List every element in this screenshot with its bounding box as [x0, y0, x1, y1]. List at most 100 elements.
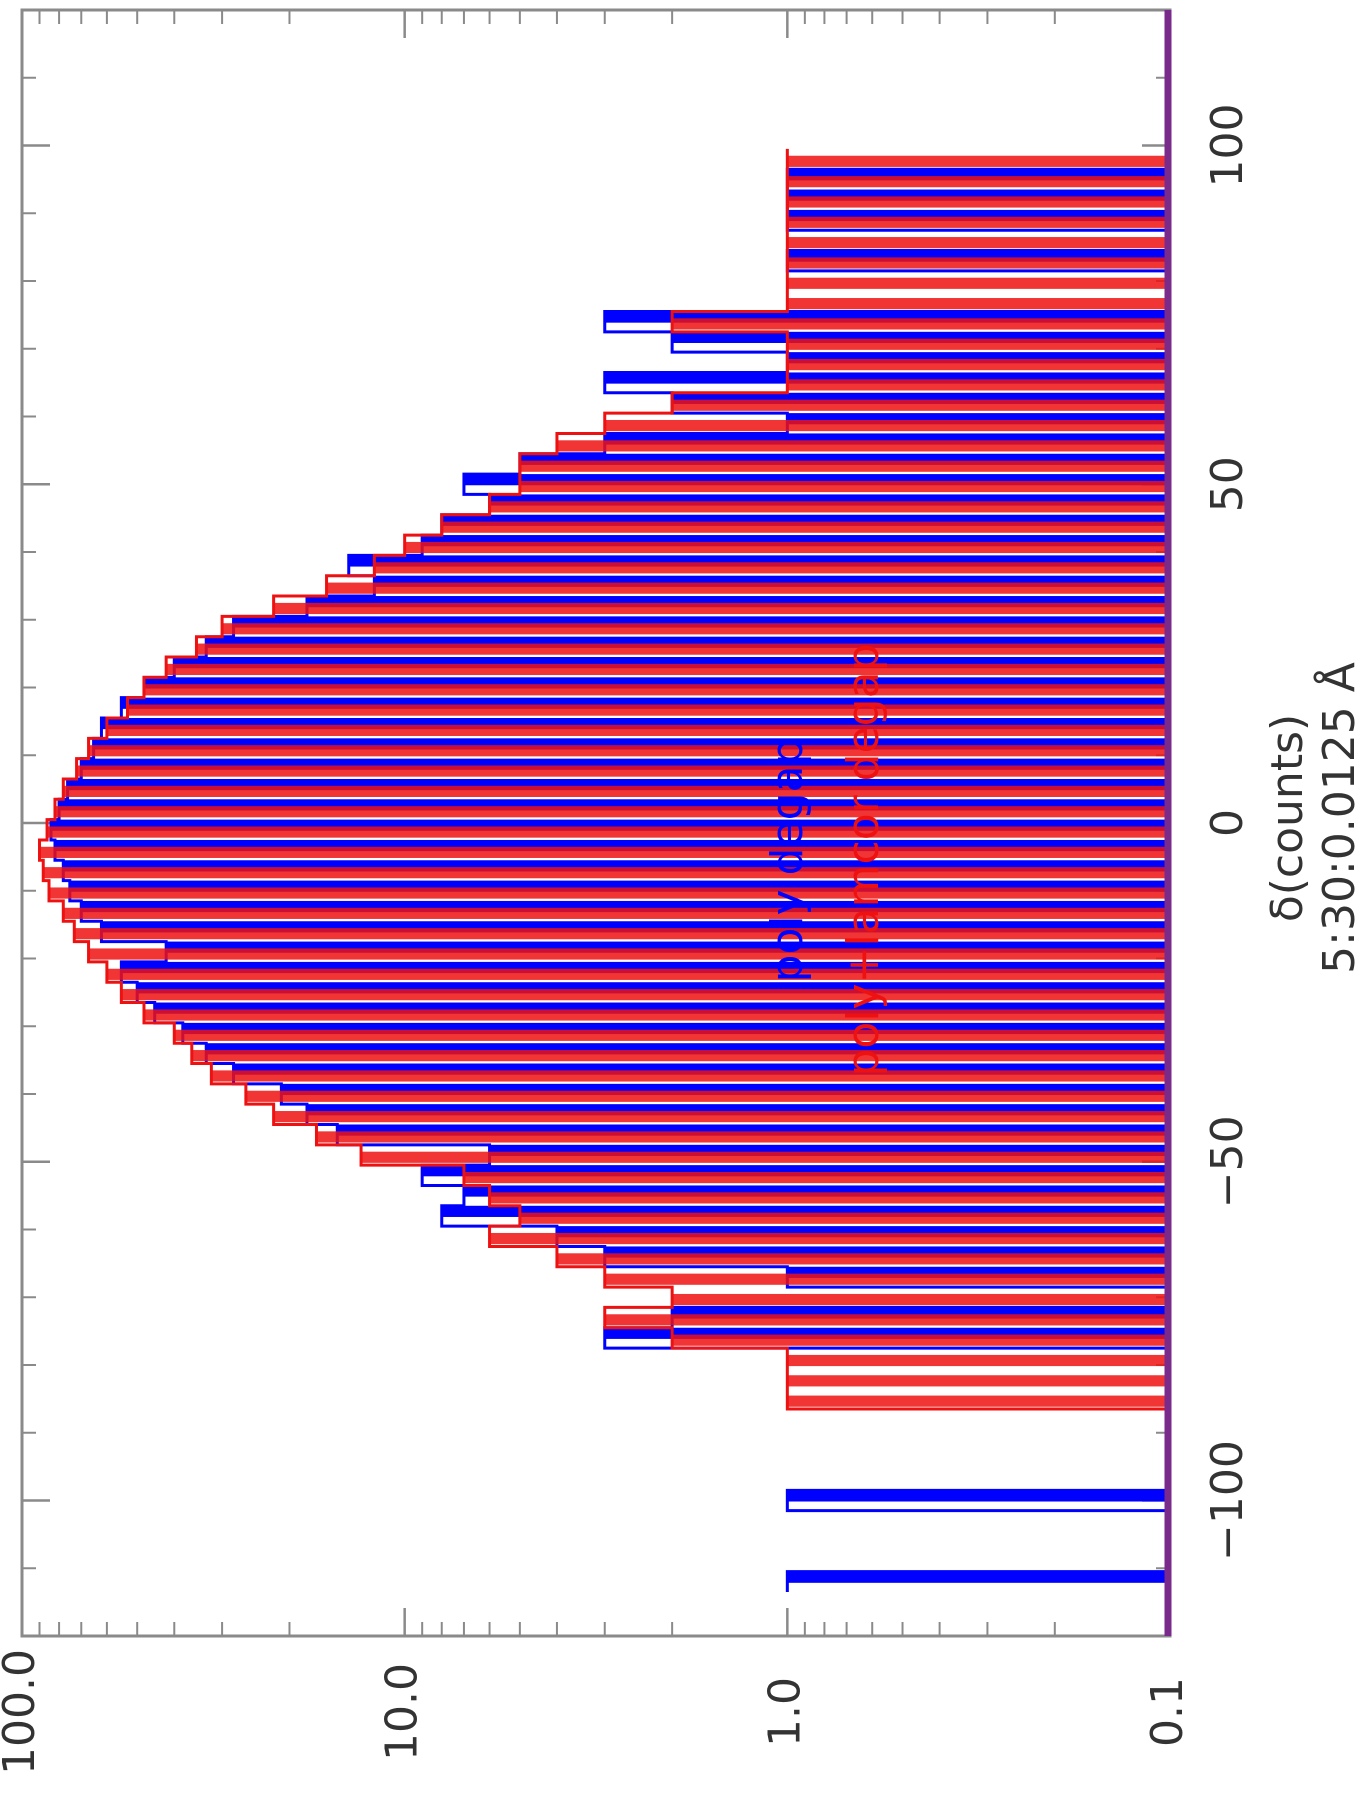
series-layer [38, 148, 1172, 1592]
histogram-bin [166, 663, 1171, 676]
histogram-bin [206, 1043, 1171, 1055]
histogram-bin [316, 1131, 1170, 1143]
legend-label-poly-degap: poly degap [762, 738, 813, 983]
histogram-bin [174, 1029, 1170, 1041]
histogram-bin [787, 358, 1170, 371]
histogram-bin [88, 948, 1170, 960]
y-tick-label: 100.0 [0, 1649, 45, 1775]
histogram-bin [166, 941, 1171, 953]
histogram-bin [519, 460, 1170, 472]
histogram-bin [143, 677, 1170, 689]
histogram-bin [604, 372, 1170, 384]
histogram-bin [787, 209, 1170, 222]
histogram-bin [182, 1022, 1171, 1035]
histogram-bin [54, 806, 1170, 818]
histogram-bin [489, 1232, 1170, 1245]
histogram-bin [137, 982, 1171, 994]
histogram-bin [604, 1273, 1170, 1285]
histogram-bin [787, 352, 1170, 364]
x-axis-title: δ(counts) [1262, 714, 1313, 922]
histogram-bin [143, 1009, 1170, 1021]
histogram-bin [672, 318, 1170, 330]
histogram-bin [211, 1070, 1170, 1082]
x-tick-label: 100 [1202, 104, 1253, 188]
histogram-bin [106, 724, 1170, 737]
histogram-bin [63, 907, 1171, 919]
histogram-bin [489, 1192, 1170, 1204]
histogram-bin [106, 968, 1170, 980]
series-outline [38, 148, 1172, 1592]
legend-label-poly-lamcor-degap: poly+lamcor degap [838, 643, 889, 1076]
histogram-bin [787, 196, 1170, 208]
histogram-bin [76, 765, 1170, 777]
histogram-bin [672, 1307, 1170, 1319]
histogram-bin [604, 1327, 1170, 1339]
histogram-bin [441, 521, 1171, 533]
x-tick-label: −100 [1202, 1440, 1253, 1561]
histogram-bin [463, 474, 1170, 486]
histogram-bin [121, 989, 1171, 1001]
histogram-bin [463, 1171, 1170, 1184]
histogram-bin [206, 636, 1171, 648]
histogram-bin [196, 643, 1170, 655]
histogram-bin [121, 961, 1171, 974]
histogram-bin [463, 1185, 1170, 1197]
histogram-bin [337, 1124, 1170, 1136]
histogram-bin [787, 169, 1170, 181]
histogram-bin [306, 596, 1170, 608]
histogram-bin [361, 1151, 1170, 1163]
histogram-bin [233, 616, 1170, 628]
x-axis-subtitle: 5:30:0.0125 Å [1312, 662, 1365, 974]
histogram-bin [787, 1571, 1170, 1583]
histogram-bin [787, 1490, 1170, 1502]
histogram-bin [143, 684, 1170, 696]
histogram-bin [88, 745, 1170, 757]
histogram-bin [233, 1063, 1170, 1075]
histogram-bin [222, 623, 1171, 635]
histogram-bin [101, 717, 1170, 730]
histogram-bin [604, 311, 1170, 323]
series-poly-degap [49, 148, 1172, 1592]
histogram-bin [787, 1375, 1170, 1387]
histogram-bin [787, 155, 1170, 167]
histogram-bin [787, 176, 1170, 188]
histogram-bin [422, 535, 1171, 547]
histogram-bin [74, 928, 1171, 940]
histogram-bin [50, 819, 1170, 831]
histogram-bin [787, 1266, 1170, 1278]
y-tick-label: 1.0 [759, 1677, 810, 1747]
histogram-bin [787, 250, 1170, 262]
histogram-bin [63, 785, 1171, 798]
histogram-bin [489, 501, 1170, 513]
histogram-bin [672, 331, 1170, 343]
histogram-bin [43, 867, 1170, 879]
histogram-bin [556, 1226, 1170, 1238]
histogram-bin [306, 1104, 1170, 1116]
histogram-bin [54, 839, 1170, 852]
histogram-bin [787, 413, 1170, 425]
histogram-bin [348, 555, 1170, 567]
histogram-bin [672, 392, 1170, 404]
histogram-bin [787, 1354, 1170, 1367]
histogram-bin [59, 799, 1171, 811]
histogram-bin [174, 657, 1170, 669]
histogram-bin [281, 1083, 1170, 1096]
y-tick-label: 10.0 [377, 1663, 428, 1761]
histogram-bin [273, 602, 1170, 615]
histogram-bin [787, 216, 1170, 228]
histogram-bin [422, 1165, 1171, 1177]
histogram-bin [556, 440, 1170, 452]
histogram-bin [604, 419, 1170, 432]
histogram-bin [604, 433, 1170, 445]
histogram-bin [69, 880, 1170, 892]
histogram-bin [787, 298, 1170, 310]
histogram-bin [519, 480, 1170, 493]
histogram-bin [374, 562, 1170, 574]
histogram-bin [101, 921, 1170, 933]
histogram-bin [672, 1334, 1170, 1346]
histogram-bin [39, 846, 1170, 858]
histogram-bin [489, 1144, 1170, 1156]
x-tick-label: 0 [1202, 809, 1253, 837]
histogram-bin [787, 277, 1170, 289]
histogram-bin [245, 1090, 1171, 1102]
